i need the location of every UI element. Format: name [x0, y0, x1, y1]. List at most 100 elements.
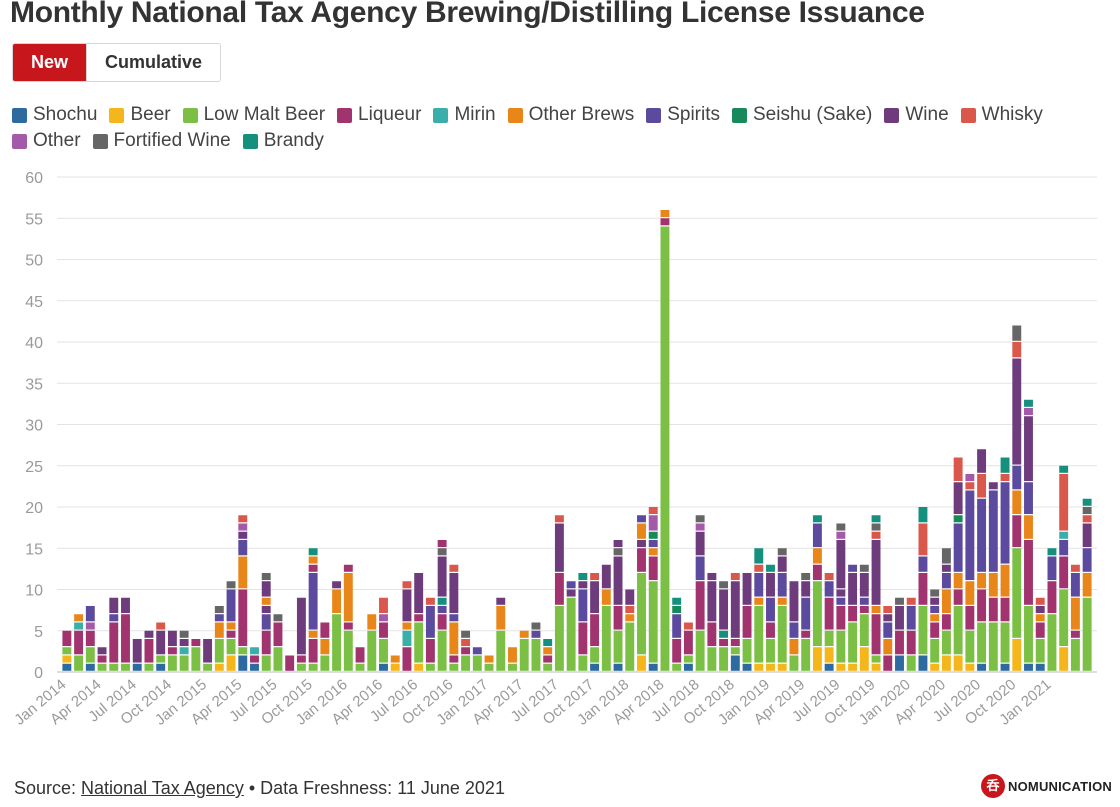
bar-segment: [472, 655, 482, 671]
bar-segment: [97, 647, 107, 655]
bar-segment: [930, 606, 940, 614]
bar-segment: [74, 622, 84, 630]
bar-segment: [730, 581, 740, 638]
bar-segment: [859, 614, 869, 647]
bar-segment: [85, 606, 95, 622]
y-tick-label: 5: [34, 624, 43, 641]
bar-segment: [62, 630, 72, 647]
bar-segment: [906, 655, 916, 671]
bar-segment: [449, 622, 459, 655]
legend-item-other[interactable]: Other: [12, 130, 81, 152]
bar-segment: [965, 474, 975, 482]
y-tick-label: 15: [25, 541, 43, 558]
bar-segment: [543, 663, 553, 671]
bar-segment: [883, 622, 893, 638]
bar-segment: [1059, 589, 1069, 647]
legend-item-spirits[interactable]: Spirits: [646, 104, 720, 126]
legend-swatch: [732, 107, 747, 123]
bar-segment: [308, 639, 318, 663]
bar-segment: [472, 647, 482, 655]
bar-segment: [965, 630, 975, 663]
bar-segment: [895, 606, 904, 630]
new-toggle-button[interactable]: New: [13, 44, 87, 81]
bar-segment: [742, 606, 752, 638]
legend-swatch: [12, 133, 27, 149]
bar-segment: [730, 655, 740, 671]
bar-segment: [672, 606, 682, 614]
bar-segment: [214, 606, 224, 614]
cumulative-toggle-button[interactable]: Cumulative: [86, 44, 221, 81]
bar-segment: [238, 523, 248, 531]
legend-item-whisky[interactable]: Whisky: [960, 104, 1043, 126]
chart-legend: Shochu Beer Low Malt Beer Liqueur Mirin Other…: [12, 104, 1092, 152]
bar-segment: [296, 655, 306, 663]
legend-label: Whisky: [981, 104, 1043, 125]
legend-item-low-malt-beer[interactable]: Low Malt Beer: [182, 104, 326, 126]
bar-segment: [1059, 647, 1069, 671]
bar-segment: [1082, 507, 1092, 515]
bar-segment: [85, 622, 95, 630]
bar-segment: [144, 630, 154, 638]
bar-segment: [261, 606, 271, 614]
bar-segment: [754, 663, 764, 671]
bar-segment: [437, 597, 447, 605]
bar-segment: [1059, 556, 1069, 589]
bar-segment: [1047, 614, 1057, 671]
bar-segment: [109, 663, 119, 671]
bar-segment: [261, 630, 271, 655]
bar-segment: [988, 490, 998, 572]
bar-segment: [414, 622, 424, 663]
bar-segment: [941, 630, 951, 655]
source-link[interactable]: National Tax Agency: [81, 778, 244, 798]
bar-segment: [121, 663, 130, 671]
bar-segment: [1000, 663, 1010, 671]
legend-label: Other: [33, 130, 81, 151]
legend-swatch: [92, 133, 108, 149]
bar-segment: [1047, 548, 1057, 556]
legend-item-other-brews[interactable]: Other Brews: [507, 104, 634, 126]
legend-item-brandy[interactable]: Brandy: [242, 130, 324, 152]
bar-segment: [1070, 573, 1080, 597]
bar-segment: [871, 515, 881, 523]
bar-segment: [836, 531, 846, 539]
bar-segment: [566, 581, 576, 589]
legend-item-liqueur[interactable]: Liqueur: [337, 104, 421, 126]
bar-segment: [613, 540, 623, 548]
y-tick-label: 20: [25, 500, 43, 517]
bar-segment: [965, 606, 975, 630]
legend-item-fortified-wine[interactable]: Fortified Wine: [92, 130, 231, 152]
bar-segment: [261, 655, 271, 671]
legend-item-seishu-sake[interactable]: Seishu (Sake): [732, 104, 872, 126]
bar-segment: [296, 597, 306, 655]
bar-segment: [824, 597, 834, 630]
bar-segment: [625, 589, 635, 605]
bar-segment: [167, 630, 177, 647]
legend-label: Low Malt Beer: [203, 104, 326, 125]
legend-item-mirin[interactable]: Mirin: [433, 104, 496, 126]
bar-segment: [62, 663, 72, 671]
bar-segment: [824, 663, 834, 671]
bar-segment: [648, 581, 658, 663]
legend-item-beer[interactable]: Beer: [109, 104, 171, 126]
bar-segment: [156, 663, 166, 671]
bar-segment: [977, 573, 987, 589]
bar-segment: [554, 573, 564, 605]
bar-segment: [648, 556, 658, 581]
bar-segment: [379, 663, 388, 671]
bar-segment: [801, 581, 811, 597]
bar-segment: [836, 523, 846, 531]
bar-segment: [1000, 482, 1010, 564]
legend-item-shochu[interactable]: Shochu: [12, 104, 97, 126]
bar-segment: [1000, 457, 1010, 473]
bar-segment: [414, 614, 424, 622]
bar-segment: [637, 515, 646, 523]
bar-segment: [930, 597, 940, 605]
bar-segment: [437, 548, 447, 556]
bar-segment: [988, 482, 998, 490]
legend-swatch: [960, 107, 976, 123]
legend-item-wine[interactable]: Wine: [884, 104, 949, 126]
bar-segment: [965, 581, 975, 605]
bar-segment: [648, 548, 658, 556]
bar-segment: [836, 630, 846, 663]
